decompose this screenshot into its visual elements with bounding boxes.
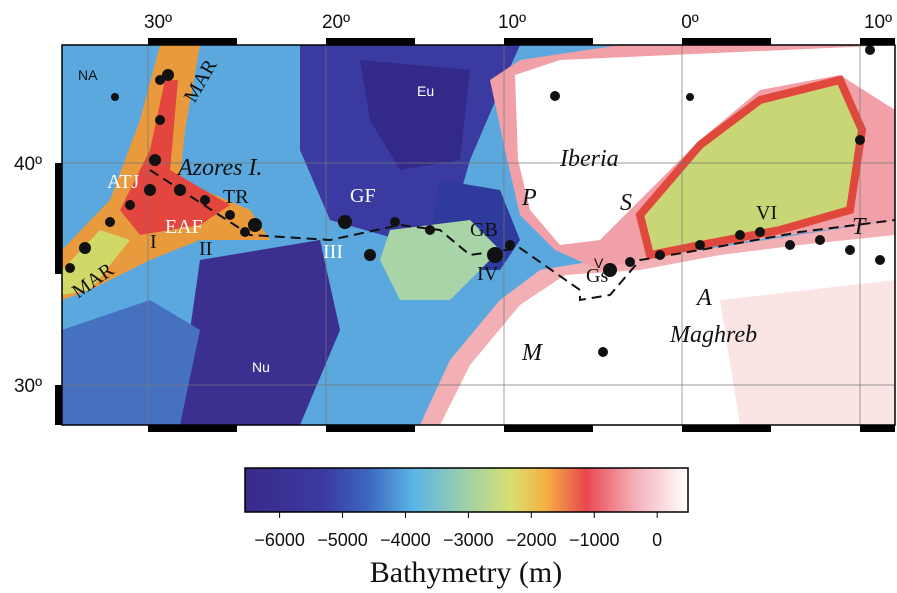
figure: 30º 20º 10º 0º 10º 40º 30º NA MAR MAR Eu…: [0, 0, 897, 593]
lon-label: 10º: [864, 12, 892, 33]
colorbar-tick-label: −5000: [317, 530, 368, 550]
lon-label: 0º: [681, 12, 699, 33]
map-label: Gs: [586, 265, 608, 287]
colorbar-tick-label: −3000: [443, 530, 494, 550]
lat-label: 30º: [14, 376, 42, 397]
colorbar: [245, 468, 688, 512]
map-label: Iberia: [559, 146, 619, 172]
map-label: II: [199, 238, 212, 260]
map-label: Maghreb: [669, 322, 757, 348]
colorbar-tick-label: −6000: [254, 530, 305, 550]
map-label: III: [323, 241, 343, 263]
map-label: P: [521, 185, 537, 211]
colorbar-tick-label: −1000: [569, 530, 620, 550]
map-label: NA: [78, 67, 98, 83]
map-label: A: [695, 285, 712, 311]
lat-label: 40º: [14, 154, 42, 175]
map-label: Nu: [252, 359, 270, 375]
map-label: GB: [470, 219, 498, 241]
map-label: TR: [223, 186, 249, 208]
colorbar-tick-label: 0: [652, 530, 662, 550]
map-label: IV: [477, 263, 499, 285]
map-label: VI: [756, 202, 777, 224]
map-label: EAF: [165, 216, 203, 238]
lon-label: 20º: [322, 12, 350, 33]
map-label: I: [150, 231, 157, 253]
map-label: Azores I.: [176, 155, 262, 181]
colorbar-title: Bathymetry (m): [370, 556, 562, 589]
colorbar-tick-label: −4000: [380, 530, 431, 550]
map-label: T: [852, 214, 867, 240]
lon-label: 10º: [498, 12, 526, 33]
map-label: M: [521, 340, 544, 366]
map-label: GF: [350, 185, 376, 207]
map-label: S: [620, 190, 632, 216]
map-label: ATJ: [107, 171, 139, 193]
colorbar-tick-label: −2000: [506, 530, 557, 550]
map-label: Eu: [417, 83, 434, 99]
lon-label: 30º: [144, 12, 172, 33]
